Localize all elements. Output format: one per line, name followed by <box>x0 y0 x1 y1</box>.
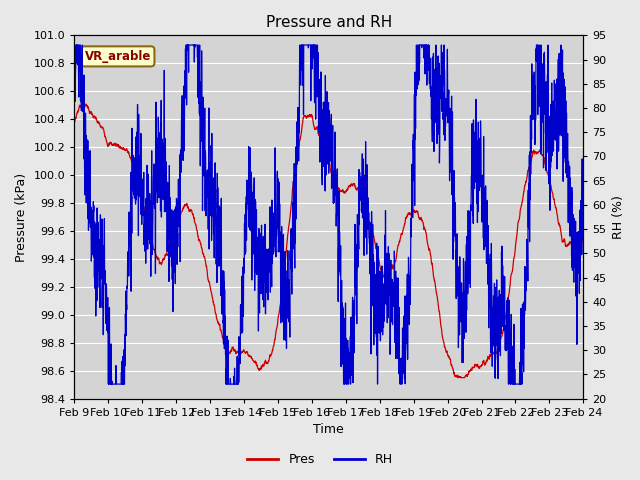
Y-axis label: RH (%): RH (%) <box>612 195 625 239</box>
Text: VR_arable: VR_arable <box>84 50 151 63</box>
Y-axis label: Pressure (kPa): Pressure (kPa) <box>15 172 28 262</box>
Legend: Pres, RH: Pres, RH <box>242 448 398 471</box>
Title: Pressure and RH: Pressure and RH <box>266 15 392 30</box>
X-axis label: Time: Time <box>314 423 344 436</box>
